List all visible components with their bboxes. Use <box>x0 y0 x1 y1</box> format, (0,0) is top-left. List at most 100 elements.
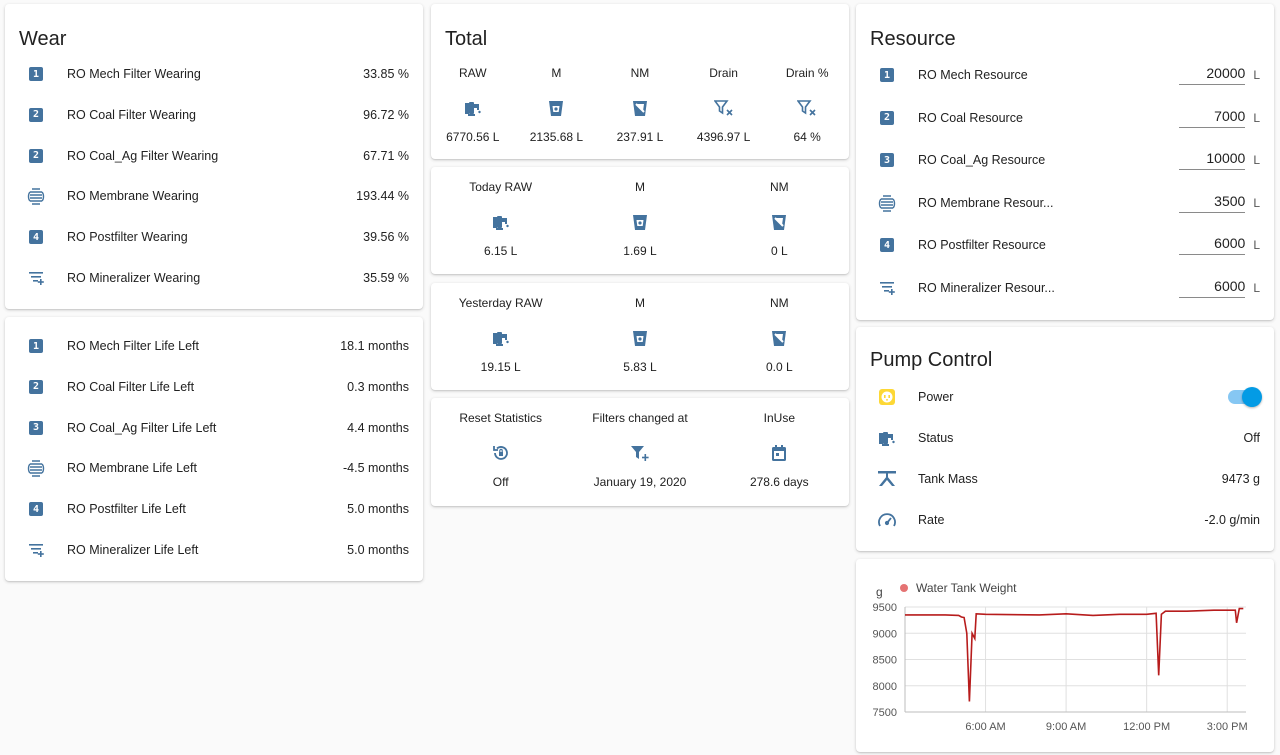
entity-name: RO Coal Filter Life Left <box>67 379 195 394</box>
glance-item[interactable]: RAW 6770.56 L <box>431 66 515 144</box>
power-row[interactable]: Power <box>856 377 1274 417</box>
y-tick-label: 8000 <box>873 681 897 693</box>
resource-input[interactable]: 20000 <box>1179 65 1246 85</box>
entity-row[interactable]: 4 RO Postfilter Wearing 39.56 % <box>5 217 423 257</box>
glance-value: 0 L <box>770 244 788 258</box>
cup-off-icon <box>630 98 650 118</box>
power-toggle[interactable] <box>1228 387 1262 407</box>
entity-row[interactable]: RO Membrane Life Left -4.5 months <box>5 448 423 488</box>
wear-card: Wear 1 RO Mech Filter Wearing 33.85 % 2 RO C… <box>5 4 423 309</box>
glance-value: 64 % <box>793 130 821 144</box>
water-pump-icon <box>491 328 511 348</box>
pump-control-card: Pump Control Power Status Off Tank Mass 947… <box>856 327 1274 551</box>
water-pump-icon <box>491 212 511 232</box>
resource-input[interactable]: 3500 <box>1179 193 1246 213</box>
glance-item[interactable]: Today RAW 6.15 L <box>431 180 570 258</box>
resource-row: 4 RO Postfilter Resource 6000 L <box>856 225 1274 265</box>
glance-item[interactable]: M 5.83 L <box>570 296 709 374</box>
resource-row: 3 RO Coal_Ag Resource 10000 L <box>856 140 1274 180</box>
pump-control-title: Pump Control <box>870 349 993 371</box>
glance-value: 19.15 L <box>480 360 521 374</box>
entity-row[interactable]: 2 RO Coal Filter Life Left 0.3 months <box>5 367 423 407</box>
entity-row[interactable]: Rate -2.0 g/min <box>856 500 1274 540</box>
cup-off-icon <box>769 212 789 232</box>
cup-water-icon <box>630 212 650 232</box>
resource-input[interactable]: 7000 <box>1179 108 1246 128</box>
yesterday-card: Yesterday RAW 19.15 L M 5.83 L NM 0.0 L <box>431 283 849 390</box>
numeric-3-box-icon: 3 <box>877 150 897 170</box>
glance-label: NM <box>630 66 650 80</box>
glance-item[interactable]: M 1.69 L <box>570 180 709 258</box>
entity-row[interactable]: Status Off <box>856 418 1274 458</box>
cup-water-icon <box>630 328 650 348</box>
glance-item[interactable]: NM 0.0 L <box>710 296 849 374</box>
resource-name: RO Coal_Ag Resource <box>918 153 1046 167</box>
resource-unit: L <box>1253 280 1260 295</box>
numeric-4-box-icon: 4 <box>26 227 46 247</box>
glance-item[interactable]: NM 0 L <box>710 180 849 258</box>
resource-input[interactable]: 6000 <box>1179 278 1246 298</box>
entity-state: -2.0 g/min <box>1204 512 1260 527</box>
glance-value: 5.83 L <box>623 360 657 374</box>
entity-name: RO Coal_Ag Filter Life Left <box>67 420 217 435</box>
glance-item[interactable]: Drain % 64 % <box>765 66 849 144</box>
entity-name: RO Postfilter Life Left <box>67 502 186 517</box>
glance-label: M <box>634 180 645 194</box>
glance-item[interactable]: InUse 278.6 days <box>710 411 849 489</box>
resource-title: Resource <box>870 28 956 50</box>
x-tick-label: 3:00 PM <box>1207 721 1248 733</box>
glance-item[interactable]: Reset Statistics Off <box>431 411 570 489</box>
water-pump-icon <box>877 428 897 448</box>
entity-name: RO Postfilter Wearing <box>67 230 188 245</box>
total-card: Total RAW 6770.56 L M 2135.68 L NM 237.91 L Dr… <box>431 4 849 159</box>
numeric-2-box-icon: 2 <box>26 146 46 166</box>
entity-row[interactable]: 3 RO Coal_Ag Filter Life Left 4.4 months <box>5 408 423 448</box>
calendar-icon <box>769 443 789 463</box>
entity-row[interactable]: RO Mineralizer Wearing 35.59 % <box>5 258 423 298</box>
today-card: Today RAW 6.15 L M 1.69 L NM 0 L <box>431 167 849 274</box>
glance-label: M <box>634 296 645 310</box>
glance-value: 0.0 L <box>765 360 793 374</box>
resource-input[interactable]: 6000 <box>1179 235 1246 255</box>
resource-row: RO Membrane Resour... 3500 L <box>856 183 1274 223</box>
entity-name: Tank Mass <box>918 471 978 486</box>
entity-state: Off <box>1243 431 1260 445</box>
membrane-icon <box>26 186 46 206</box>
entity-row[interactable]: 2 RO Coal Filter Wearing 96.72 % <box>5 95 423 135</box>
resource-row: 1 RO Mech Resource 20000 L <box>856 55 1274 95</box>
resource-name: RO Mineralizer Resour... <box>918 280 1055 295</box>
glance-item[interactable]: NM 237.91 L <box>598 66 682 144</box>
resource-row: RO Mineralizer Resour... 6000 L <box>856 268 1274 308</box>
glance-label: InUse <box>763 411 795 425</box>
entity-row[interactable]: RO Mineralizer Life Left 5.0 months <box>5 530 423 570</box>
entity-row[interactable]: 4 RO Postfilter Life Left 5.0 months <box>5 489 423 529</box>
glance-item[interactable]: Drain 4396.97 L <box>682 66 766 144</box>
entity-row[interactable]: Tank Mass 9473 g <box>856 459 1274 499</box>
glance-label: Drain <box>709 66 738 80</box>
glance-label: Today RAW <box>469 180 533 194</box>
restore-icon <box>491 443 511 463</box>
filter-plus-icon <box>26 540 46 560</box>
resource-input[interactable]: 10000 <box>1179 150 1246 170</box>
entity-state: 9473 g <box>1221 471 1260 486</box>
y-unit-label: g <box>876 585 883 599</box>
glance-label: RAW <box>459 66 487 80</box>
entity-row[interactable]: RO Membrane Wearing 193.44 % <box>5 176 423 216</box>
resource-name: RO Mech Resource <box>918 68 1028 82</box>
glance-value: 6770.56 L <box>446 130 500 144</box>
water-tank-weight-chart[interactable]: g Water Tank Weight 9500 9000 8500 8000 7500 6:… <box>856 559 1274 752</box>
filter-plus-icon <box>26 268 46 288</box>
entity-row[interactable]: 1 RO Mech Filter Wearing 33.85 % <box>5 54 423 94</box>
entity-row[interactable]: 2 RO Coal_Ag Filter Wearing 67.71 % <box>5 136 423 176</box>
entity-name: RO Membrane Life Left <box>67 461 197 476</box>
filter-remove-icon <box>713 98 734 118</box>
glance-item[interactable]: Filters changed at January 19, 2020 <box>570 411 709 489</box>
x-tick-label: 12:00 PM <box>1123 721 1170 733</box>
entity-row[interactable]: 1 RO Mech Filter Life Left 18.1 months <box>5 326 423 366</box>
glance-item[interactable]: Yesterday RAW 19.15 L <box>431 296 570 374</box>
glance-item[interactable]: M 2135.68 L <box>515 66 599 144</box>
x-tick-label: 9:00 AM <box>1046 721 1086 733</box>
resource-row: 2 RO Coal Resource 7000 L <box>856 98 1274 138</box>
x-tick-label: 6:00 AM <box>965 721 1005 733</box>
entity-state: 67.71 % <box>363 148 409 163</box>
